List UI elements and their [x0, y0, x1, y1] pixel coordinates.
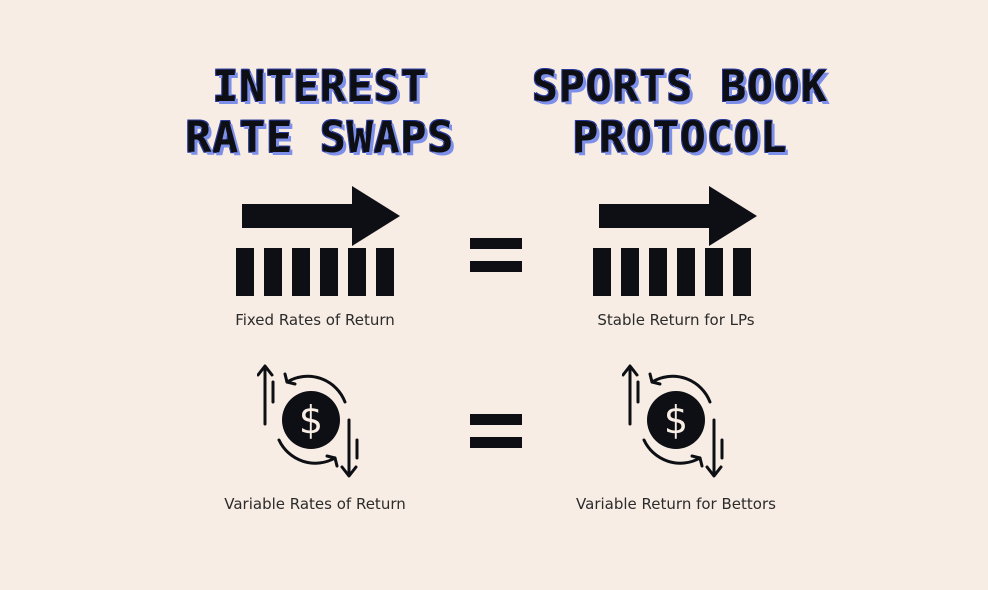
variable-return-bettors-caption: Variable Return for Bettors [576, 495, 776, 513]
fixed-return-right-icon [593, 186, 757, 296]
fixed-return-left-icon [236, 186, 400, 296]
right-title: SPORTS BOOK PROTOCOL [530, 62, 830, 164]
variable-rates-caption: Variable Rates of Return [224, 495, 406, 513]
left-title-line-1: INTEREST [212, 62, 428, 112]
right-title-line-2: PROTOCOL [572, 113, 788, 163]
left-title: INTEREST RATE SWAPS [185, 62, 455, 164]
fixed-rates-caption: Fixed Rates of Return [235, 311, 395, 329]
variable-return-left-icon: $ [257, 364, 359, 478]
variable-return-right-icon: $ [622, 364, 724, 478]
equals-icon-top [470, 238, 522, 272]
stable-return-caption: Stable Return for LPs [597, 311, 755, 329]
svg-text:$: $ [664, 398, 688, 442]
equals-icon-bottom [470, 414, 522, 448]
svg-text:$: $ [299, 398, 323, 442]
right-title-line-1: SPORTS BOOK [532, 62, 828, 112]
left-title-line-2: RATE SWAPS [185, 113, 455, 163]
